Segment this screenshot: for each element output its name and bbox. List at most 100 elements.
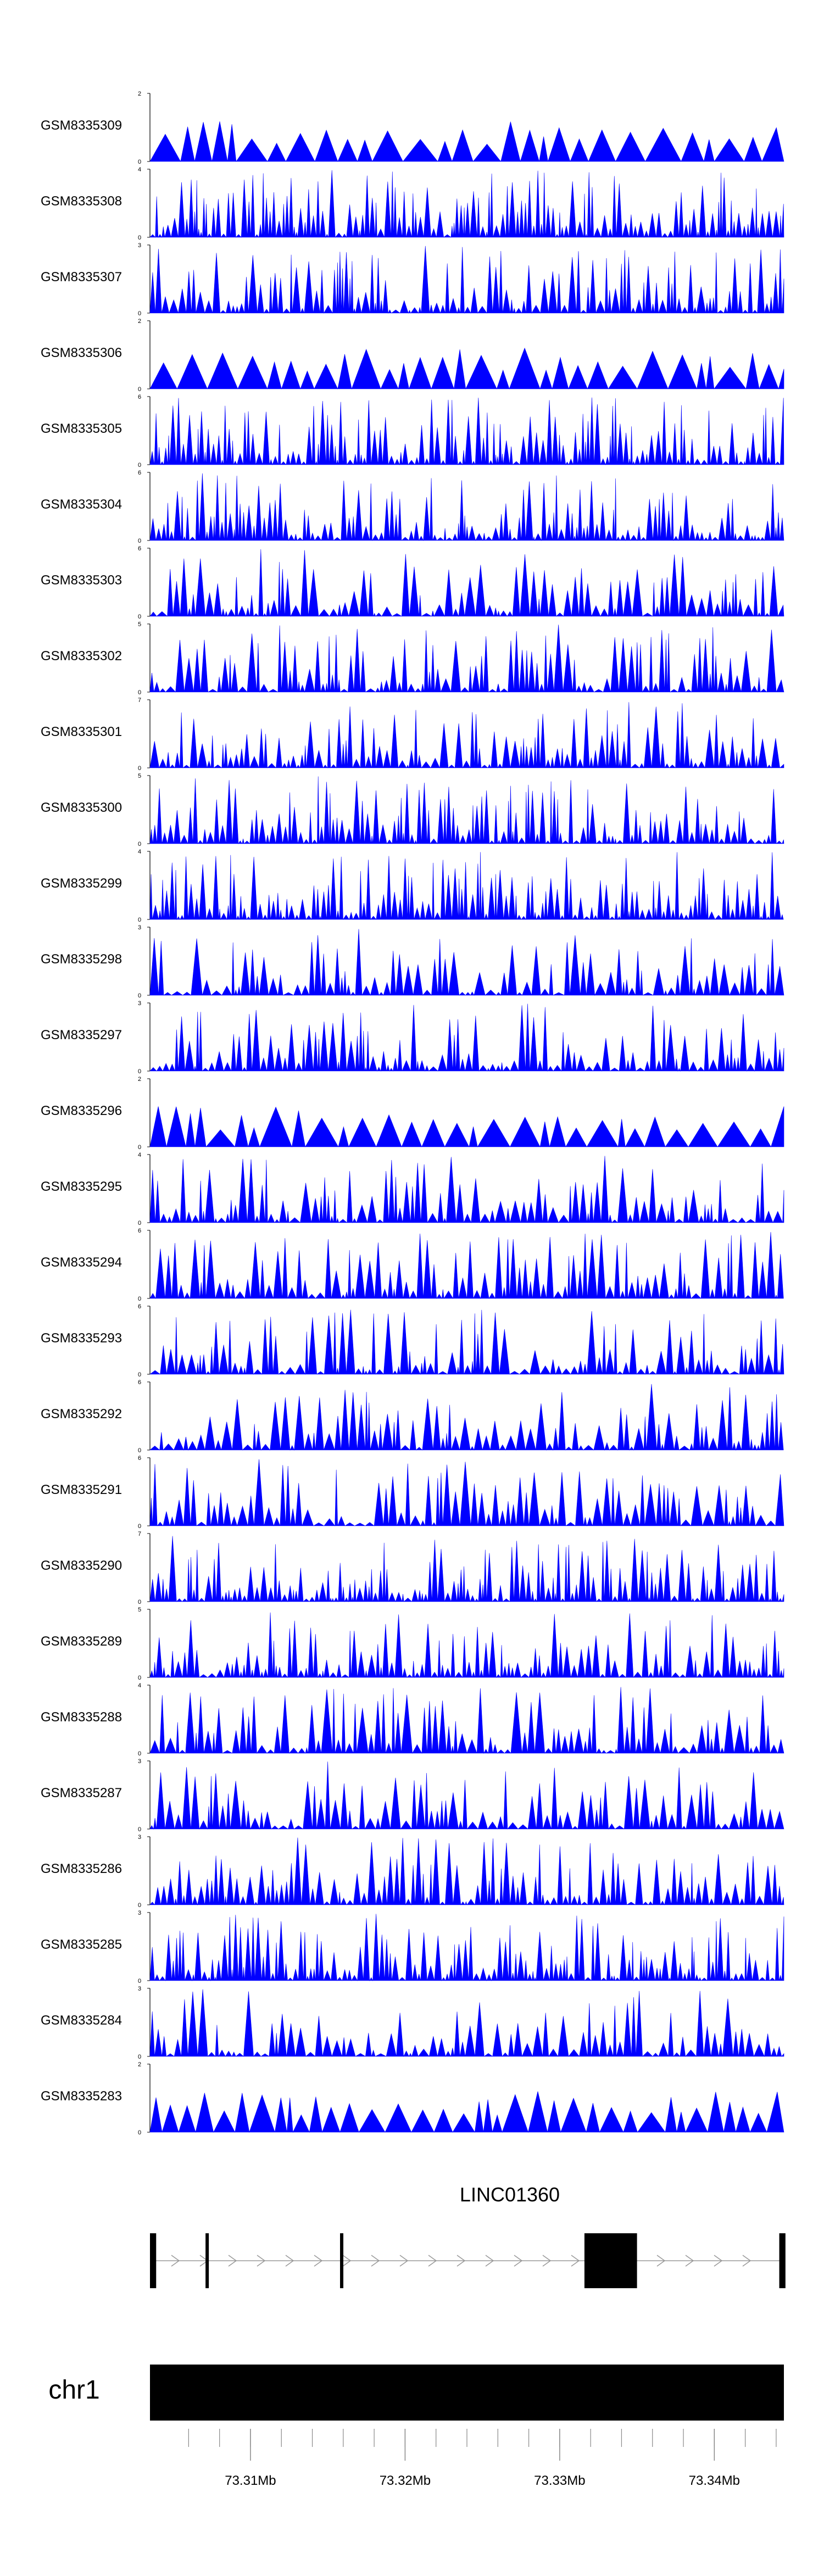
chromosome-track: chr1 73.31Mb 73.32Mb 73.33Mb 73.34Mb <box>48 2365 784 2488</box>
y-max-label: 2 <box>138 318 141 325</box>
track-label: GSM8335308 <box>41 194 122 209</box>
y-max-label: 4 <box>138 1682 141 1689</box>
coverage-track: GSM8335300 5 0 <box>41 773 784 847</box>
y-min-label: 0 <box>138 462 141 469</box>
y-min-label: 0 <box>138 993 141 999</box>
y-min-label: 0 <box>138 1068 141 1075</box>
y-min-label: 0 <box>138 1144 141 1151</box>
coverage-area <box>149 1536 784 1603</box>
track-label: GSM8335297 <box>41 1028 122 1042</box>
strand-arrow <box>171 2255 180 2267</box>
y-min-label: 0 <box>138 2054 141 2060</box>
coverage-area <box>149 776 784 845</box>
coverage-area <box>149 1612 784 1679</box>
coverage-track: GSM8335285 3 0 <box>41 1910 784 1984</box>
y-min-label: 0 <box>138 1296 141 1302</box>
coverage-track: GSM8335283 2 0 <box>41 2061 784 2136</box>
strand-arrow <box>571 2255 580 2267</box>
coverage-track: GSM8335291 6 0 <box>41 1455 784 1530</box>
coverage-area <box>149 473 784 542</box>
track-label: GSM8335307 <box>41 270 122 285</box>
coverage-area <box>149 929 784 996</box>
coverage-area <box>149 549 784 617</box>
coverage-area <box>149 1761 784 1830</box>
track-label: GSM8335286 <box>41 1861 122 1876</box>
coverage-track: GSM8335307 3 0 <box>41 242 784 317</box>
coverage-area <box>149 1687 784 1754</box>
strand-arrow <box>514 2255 523 2267</box>
y-max-label: 3 <box>138 242 141 249</box>
y-max-label: 3 <box>138 1910 141 1916</box>
coverage-track: GSM8335294 6 0 <box>41 1228 784 1302</box>
exon <box>205 2233 209 2288</box>
y-max-label: 6 <box>138 1228 141 1234</box>
y-max-label: 5 <box>138 1607 141 1613</box>
y-max-label: 4 <box>138 166 141 173</box>
coverage-track: GSM8335287 3 0 <box>41 1758 784 1833</box>
coordinate-tick-label: 73.32Mb <box>380 2473 431 2488</box>
track-label: GSM8335291 <box>41 1482 122 1497</box>
track-label: GSM8335302 <box>41 649 122 663</box>
coverage-track: GSM8335301 7 0 <box>41 697 784 772</box>
coverage-track: GSM8335290 7 0 <box>41 1531 784 1605</box>
exon <box>779 2233 786 2288</box>
coverage-track: GSM8335289 5 0 <box>41 1607 784 1681</box>
track-label: GSM8335285 <box>41 1937 122 1952</box>
y-min-label: 0 <box>138 917 141 923</box>
coverage-area <box>149 1459 784 1527</box>
strand-arrow <box>399 2255 409 2267</box>
y-max-label: 6 <box>138 1455 141 1462</box>
coverage-area <box>149 246 784 314</box>
strand-arrow <box>285 2255 294 2267</box>
coverage-area <box>149 1914 784 1982</box>
y-max-label: 7 <box>138 697 141 704</box>
y-max-label: 2 <box>138 2061 141 2068</box>
coverage-track: GSM8335295 4 0 <box>41 1152 784 1226</box>
track-label: GSM8335306 <box>41 345 122 360</box>
coverage-area <box>149 170 784 238</box>
coverage-track: GSM8335299 4 0 <box>41 849 784 923</box>
track-label: GSM8335309 <box>41 118 122 133</box>
y-max-label: 6 <box>138 470 141 476</box>
coverage-track: GSM8335309 2 0 <box>41 91 784 165</box>
coverage-area <box>149 2091 784 2133</box>
track-label: GSM8335289 <box>41 1634 122 1649</box>
strand-arrow <box>342 2255 352 2267</box>
track-label: GSM8335284 <box>41 2013 122 2028</box>
exon <box>584 2233 637 2288</box>
coverage-area <box>149 702 784 769</box>
coverage-area <box>149 397 784 466</box>
coverage-area <box>149 1989 784 2058</box>
coverage-track: GSM8335298 3 0 <box>41 924 784 999</box>
coverage-area <box>149 1837 784 1906</box>
y-max-label: 3 <box>138 1000 141 1007</box>
track-label: GSM8335300 <box>41 800 122 815</box>
strand-arrow <box>714 2255 723 2267</box>
track-label: GSM8335283 <box>41 2089 122 2104</box>
strand-arrow <box>371 2255 380 2267</box>
coverage-tracks: GSM833530920GSM833530840GSM833530730GSM8… <box>41 91 784 2136</box>
y-min-label: 0 <box>138 1750 141 1757</box>
y-min-label: 0 <box>138 2129 141 2136</box>
y-max-label: 5 <box>138 773 141 779</box>
y-max-label: 6 <box>138 1379 141 1386</box>
strand-arrow <box>456 2255 466 2267</box>
y-min-label: 0 <box>138 1675 141 1681</box>
y-min-label: 0 <box>138 1447 141 1454</box>
track-label: GSM8335292 <box>41 1407 122 1421</box>
track-label: GSM8335294 <box>41 1255 122 1270</box>
y-max-label: 5 <box>138 621 141 628</box>
coverage-area <box>149 121 784 163</box>
y-min-label: 0 <box>138 1523 141 1530</box>
coverage-track: GSM8335303 6 0 <box>41 545 784 620</box>
y-min-label: 0 <box>138 1978 141 1984</box>
y-min-label: 0 <box>138 235 141 241</box>
strand-arrow <box>428 2255 437 2267</box>
coverage-area <box>149 1309 784 1375</box>
chromosome-bar <box>150 2365 784 2421</box>
coverage-track: GSM8335305 6 0 <box>41 394 784 469</box>
track-label: GSM8335295 <box>41 1179 122 1194</box>
y-min-label: 0 <box>138 310 141 317</box>
y-max-label: 3 <box>138 924 141 931</box>
y-min-label: 0 <box>138 1220 141 1226</box>
